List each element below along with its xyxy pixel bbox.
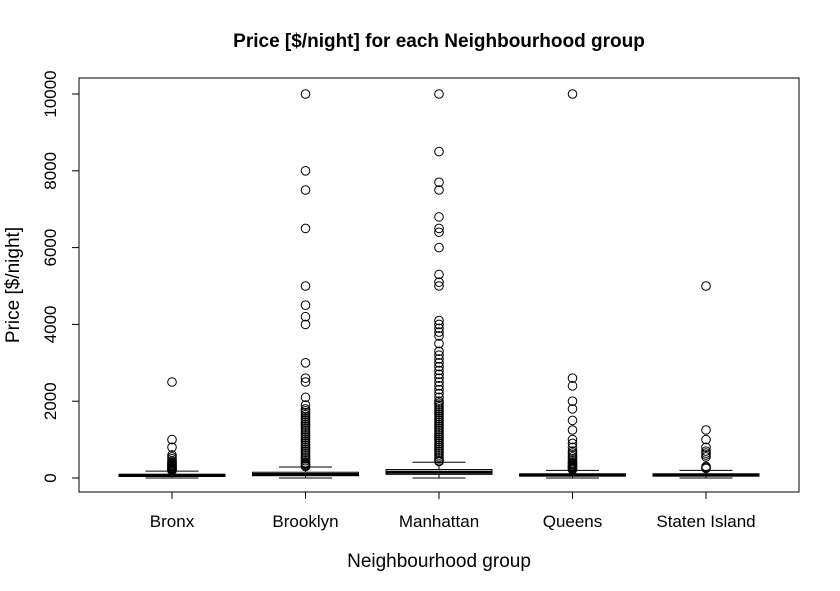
y-tick-label: 4000 xyxy=(41,305,60,343)
x-tick-label: Brooklyn xyxy=(272,512,338,531)
outlier-point xyxy=(300,311,311,322)
outlier-point xyxy=(434,392,444,403)
outlier-point xyxy=(167,442,177,453)
outlier-point xyxy=(300,400,311,410)
y-tick-label: 0 xyxy=(41,473,60,482)
box-group xyxy=(385,89,493,479)
y-axis: 0 2000 4000 6000 8000 10000 xyxy=(41,70,80,483)
outlier-point xyxy=(701,281,711,291)
outlier-point xyxy=(567,381,578,391)
outlier-point xyxy=(434,377,444,387)
outlier-point xyxy=(567,415,578,426)
outlier-point xyxy=(300,300,311,311)
box-series xyxy=(118,89,760,479)
outlier-point xyxy=(434,277,444,287)
y-tick-label: 6000 xyxy=(41,229,60,267)
outlier-point xyxy=(701,452,711,462)
box-group xyxy=(519,89,626,479)
outlier-point xyxy=(434,89,444,99)
outlier-point xyxy=(434,223,444,234)
outlier-point xyxy=(567,373,578,383)
y-tick-label: 8000 xyxy=(41,152,60,190)
box-group xyxy=(252,89,359,479)
outlier-point xyxy=(434,319,444,330)
chart-title: Price [$/night] for each Neighbourhood g… xyxy=(233,31,645,52)
outlier-point xyxy=(434,177,444,188)
box-group xyxy=(118,377,226,479)
outlier-point xyxy=(434,456,444,467)
outlier-point xyxy=(434,338,444,349)
outlier-point xyxy=(434,323,444,334)
outlier-point xyxy=(701,434,711,445)
x-tick-label: Staten Island xyxy=(656,512,755,531)
outlier-point xyxy=(300,377,311,387)
outlier-point xyxy=(434,381,444,391)
outlier-point xyxy=(567,425,578,435)
outlier-point xyxy=(434,281,444,291)
outlier-point xyxy=(300,89,311,99)
outlier-point xyxy=(167,377,177,387)
outlier-point xyxy=(300,358,311,368)
outlier-point xyxy=(300,392,311,403)
outlier-point xyxy=(434,327,444,337)
outlier-point xyxy=(434,242,444,253)
outlier-point xyxy=(434,227,444,238)
outlier-point xyxy=(434,373,444,383)
outlier-point xyxy=(701,442,711,453)
outlier-point xyxy=(434,212,444,222)
outlier-point xyxy=(434,354,444,364)
x-axis: Bronx Brooklyn Manhattan Queens Staten Islan… xyxy=(150,491,756,531)
y-tick-label: 2000 xyxy=(41,382,60,420)
y-tick-label: 10000 xyxy=(41,70,60,117)
outlier-point xyxy=(567,404,578,414)
outlier-point xyxy=(434,146,444,157)
outlier-point xyxy=(300,373,311,383)
outlier-point xyxy=(167,434,177,445)
outlier-point xyxy=(701,463,711,474)
outlier-point xyxy=(434,365,444,376)
box-group xyxy=(652,281,760,479)
outlier-point xyxy=(167,465,177,476)
outlier-point xyxy=(300,281,311,291)
outlier-point xyxy=(434,315,444,326)
outlier-point xyxy=(300,461,311,472)
x-tick-label: Manhattan xyxy=(399,512,479,531)
outlier-point xyxy=(567,442,578,453)
outlier-point xyxy=(300,185,311,195)
outlier-point xyxy=(701,425,711,435)
outlier-point xyxy=(434,185,444,195)
outlier-point xyxy=(434,361,444,372)
outlier-point xyxy=(567,89,578,99)
outlier-point xyxy=(300,166,311,176)
outlier-point xyxy=(434,388,444,399)
outlier-point xyxy=(434,358,444,368)
x-tick-label: Queens xyxy=(543,512,603,531)
outlier-point xyxy=(300,223,311,234)
outlier-point xyxy=(434,384,444,395)
outlier-point xyxy=(567,464,578,475)
outlier-point xyxy=(434,346,444,357)
x-tick-label: Bronx xyxy=(150,512,195,531)
outlier-point xyxy=(434,331,444,341)
y-axis-label: Price [$/night] xyxy=(3,227,24,343)
outlier-point xyxy=(434,350,444,360)
outlier-point xyxy=(434,369,444,380)
outlier-point xyxy=(567,434,578,445)
outlier-point xyxy=(567,396,578,407)
x-axis-label: Neighbourhood group xyxy=(347,551,531,572)
outlier-point xyxy=(567,438,578,449)
outlier-point xyxy=(434,269,444,280)
outlier-point xyxy=(300,319,311,330)
